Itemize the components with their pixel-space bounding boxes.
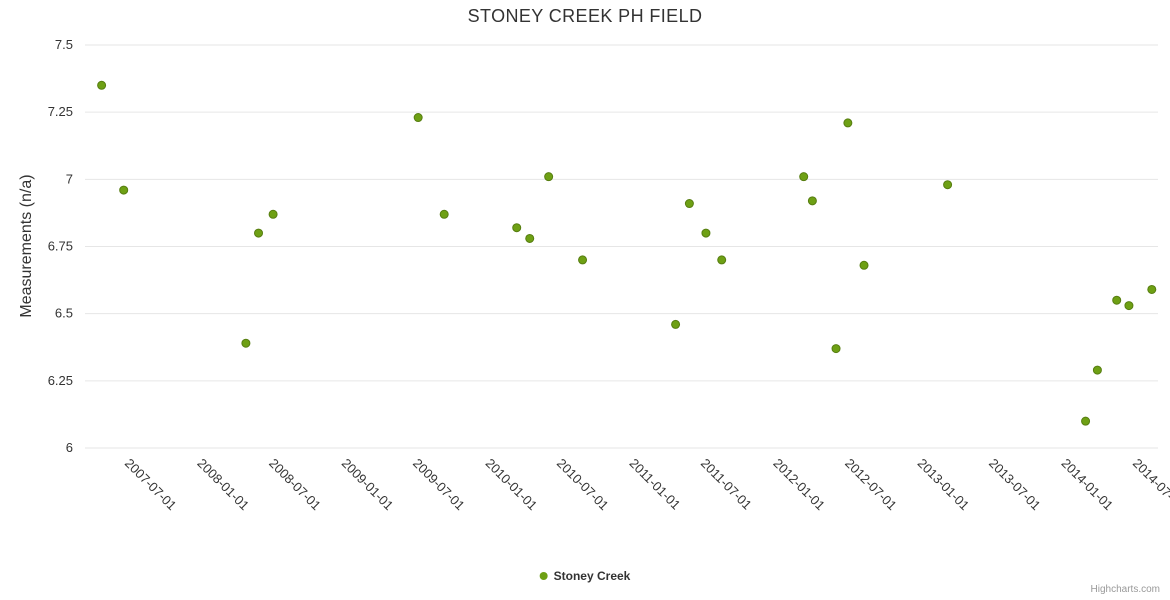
data-point[interactable] <box>807 196 817 206</box>
y-tick-label: 7 <box>66 171 73 186</box>
x-tick-label: 2009-01-01 <box>339 456 397 514</box>
data-point[interactable] <box>843 118 853 128</box>
legend-item-stoney-creek[interactable]: Stoney Creek <box>539 569 631 583</box>
data-point[interactable] <box>684 199 694 209</box>
data-point[interactable] <box>439 209 449 219</box>
y-tick-label: 6.5 <box>55 306 73 321</box>
data-point[interactable] <box>943 180 953 190</box>
legend-marker-icon <box>539 572 548 580</box>
data-point[interactable] <box>512 223 522 233</box>
x-tick-label: 2012-01-01 <box>770 456 828 514</box>
y-tick-label: 7.5 <box>55 37 73 52</box>
data-point[interactable] <box>525 233 535 243</box>
x-tick-label: 2009-07-01 <box>410 456 468 514</box>
data-point[interactable] <box>97 80 107 90</box>
x-tick-label: 2013-01-01 <box>915 456 973 514</box>
x-tick-label: 2008-01-01 <box>194 456 252 514</box>
data-point[interactable] <box>701 228 711 238</box>
data-point[interactable] <box>859 260 869 270</box>
data-point[interactable] <box>578 255 588 265</box>
data-point[interactable] <box>717 255 727 265</box>
x-tick-label: 2012-07-01 <box>842 456 900 514</box>
x-tick-label: 2011-07-01 <box>698 456 755 513</box>
data-point[interactable] <box>1124 301 1134 311</box>
y-tick-label: 6 <box>66 440 73 455</box>
data-point[interactable] <box>119 185 129 195</box>
chart-title: STONEY CREEK PH FIELD <box>467 6 703 26</box>
data-point[interactable] <box>1081 416 1091 426</box>
x-tick-label: 2011-01-01 <box>626 456 683 513</box>
data-point[interactable] <box>241 338 251 348</box>
y-tick-label: 7.25 <box>48 104 73 119</box>
data-point[interactable] <box>254 228 264 238</box>
data-point[interactable] <box>1092 365 1102 375</box>
highcharts-credit-link[interactable]: Highcharts.com <box>1090 584 1160 595</box>
legend-label: Stoney Creek <box>553 569 631 583</box>
data-point[interactable] <box>1112 295 1122 305</box>
data-point[interactable] <box>1147 284 1157 294</box>
data-point[interactable] <box>268 209 278 219</box>
x-tick-label: 2014-01-01 <box>1059 456 1117 514</box>
y-tick-label: 6.25 <box>48 373 73 388</box>
x-tick-label: 2010-07-01 <box>554 456 612 514</box>
x-tick-label: 2013-07-01 <box>986 456 1044 514</box>
data-point[interactable] <box>544 172 554 182</box>
x-tick-label: 2007-07-01 <box>122 456 180 514</box>
x-tick-label: 2010-01-01 <box>483 456 541 514</box>
data-point[interactable] <box>671 319 681 329</box>
data-point[interactable] <box>413 113 423 123</box>
x-tick-label: 2014-07-01 <box>1130 456 1170 514</box>
data-point[interactable] <box>831 344 841 354</box>
data-point[interactable] <box>799 172 809 182</box>
y-tick-label: 6.75 <box>48 239 73 254</box>
x-tick-label: 2008-07-01 <box>266 456 324 514</box>
